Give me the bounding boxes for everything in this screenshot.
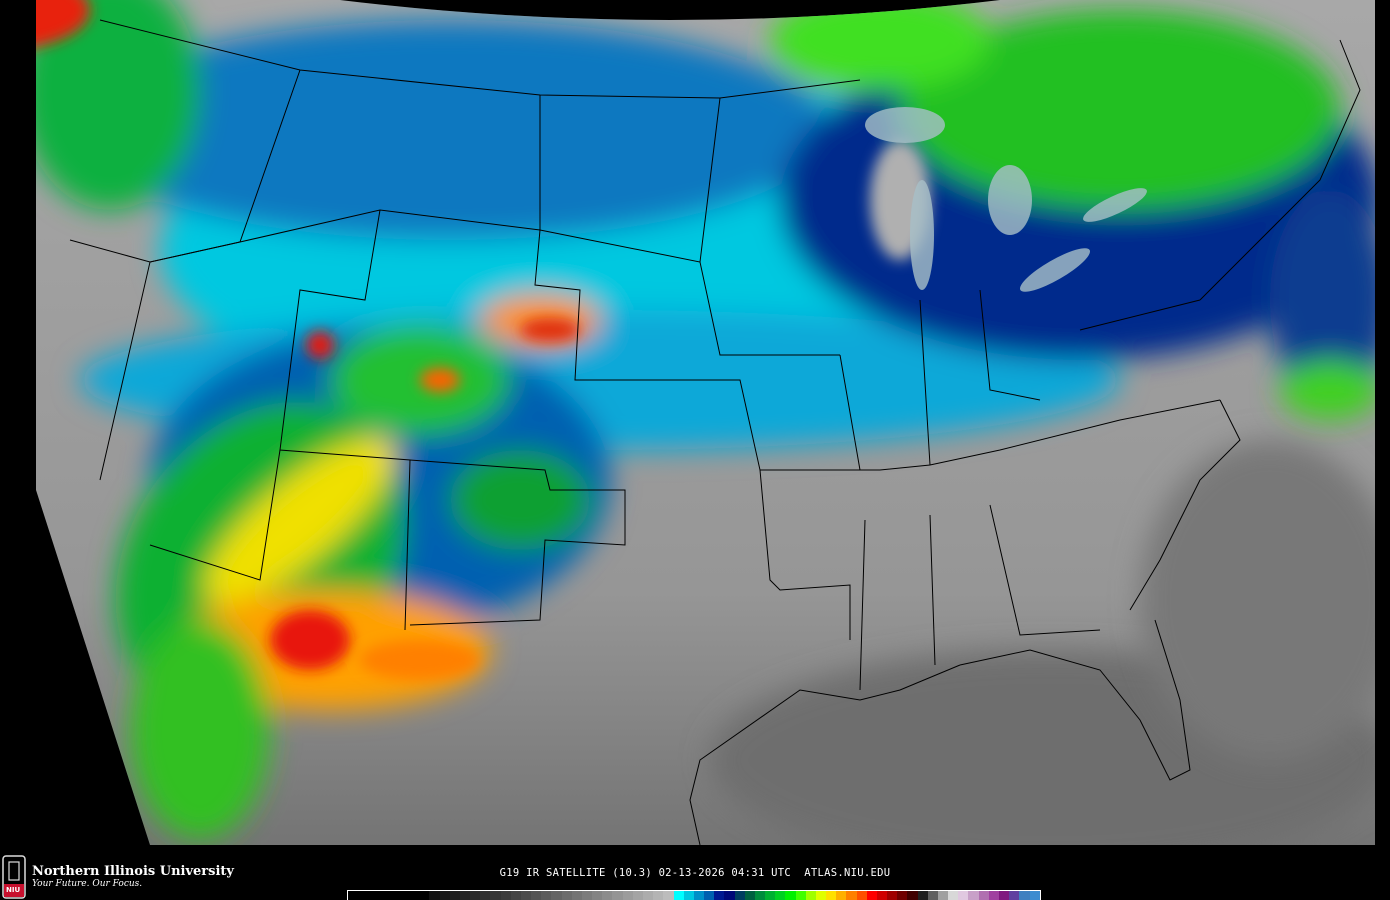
- niu-logo-emblem: [2, 855, 26, 899]
- colorbar-swatch: [815, 891, 827, 900]
- date-label: 02-13-2026: [658, 867, 725, 879]
- colorbar-swatch: [561, 891, 572, 900]
- colorbar-swatch: [785, 891, 796, 900]
- colorbar-swatch: [510, 891, 521, 900]
- satellite-label: G19 IR SATELLITE (10.3): [499, 867, 652, 879]
- colorbar-swatch: [683, 891, 694, 900]
- colorbar-swatch: [663, 891, 674, 900]
- colorbar-swatch: [826, 891, 837, 900]
- colorbar-swatch: [856, 891, 867, 900]
- colorbar-swatch: [368, 891, 379, 900]
- colorbar-swatch: [592, 891, 603, 900]
- niu-logo: NIU Northern Illinois University Your Fu…: [2, 856, 234, 898]
- colorbar-swatch: [937, 891, 949, 900]
- colorbar-swatch: [693, 891, 705, 900]
- colorbar-swatch: [551, 891, 562, 900]
- colorbar-swatch: [531, 891, 542, 900]
- colorbar-swatch: [948, 891, 959, 900]
- colorbar-swatch: [632, 891, 643, 900]
- colorbar-swatch: [876, 891, 888, 900]
- colorbar-swatch: [642, 891, 654, 900]
- colorbar-swatch: [958, 891, 969, 900]
- colorbar-swatch: [805, 891, 816, 900]
- colorbar-swatch: [490, 891, 501, 900]
- colorbar-swatch: [775, 891, 786, 900]
- colorbar-swatch: [927, 891, 938, 900]
- colorbar-swatch: [978, 891, 989, 900]
- colorbar-swatch: [378, 891, 389, 900]
- colorbar-swatch: [439, 891, 450, 900]
- colorbar-swatch: [897, 891, 908, 900]
- colorbar-swatch: [846, 891, 857, 900]
- colorbar-swatch: [459, 891, 471, 900]
- image-caption: G19 IR SATELLITE (10.3) 02-13-2026 04:31…: [340, 867, 1050, 879]
- colorbar-swatch: [795, 891, 806, 900]
- university-tagline: Your Future. Our Focus.: [32, 879, 143, 889]
- colorbar-swatch: [612, 891, 623, 900]
- colorbar-swatch: [744, 891, 755, 900]
- colorbar-swatch: [480, 891, 491, 900]
- colorbar-swatch: [714, 891, 725, 900]
- colorbar-swatch: [622, 891, 633, 900]
- colorbar-swatch: [358, 891, 369, 900]
- colorbar-swatch: [541, 891, 552, 900]
- colorbar-swatch: [602, 891, 613, 900]
- colorbar-swatch: [734, 891, 745, 900]
- colorbar-swatch: [571, 891, 582, 900]
- time-label: 04:31 UTC: [731, 867, 791, 879]
- colorbar-swatch: [500, 891, 511, 900]
- colorbar-swatch: [398, 891, 410, 900]
- colorbar-swatch: [449, 891, 460, 900]
- site-label: ATLAS.NIU.EDU: [804, 867, 891, 879]
- university-name: Northern Illinois University: [32, 864, 234, 879]
- temperature-colorbar: [347, 890, 1041, 900]
- state-borders: [69, 19, 1361, 845]
- colorbar-swatch: [1019, 891, 1030, 900]
- colorbar-swatch: [1009, 891, 1020, 900]
- colorbar-swatch: [520, 891, 532, 900]
- colorbar-swatch: [388, 891, 399, 900]
- colorbar-swatch: [724, 891, 735, 900]
- storm-cores: [36, 0, 930, 680]
- colorbar-swatch: [754, 891, 766, 900]
- colorbar-swatch: [887, 891, 898, 900]
- colorbar-swatch: [653, 891, 664, 900]
- colorbar-swatch: [866, 891, 877, 900]
- colorbar-swatch: [1029, 891, 1040, 900]
- colorbar-swatch: [581, 891, 593, 900]
- niu-badge-text: NIU: [6, 886, 21, 894]
- imagery: [36, 0, 1375, 845]
- colorbar-swatch: [999, 891, 1010, 900]
- colorbar-swatch: [348, 891, 359, 900]
- colorbar-swatch: [429, 891, 440, 900]
- colorbar-swatch: [836, 891, 847, 900]
- colorbar-swatch: [907, 891, 918, 900]
- colorbar-swatch: [765, 891, 776, 900]
- colorbar-swatch: [419, 891, 430, 900]
- niu-badge: NIU: [2, 856, 32, 898]
- colorbar-swatch: [917, 891, 928, 900]
- colorbar-swatch: [988, 891, 999, 900]
- great-lakes: [865, 107, 1147, 292]
- colorbar-swatch: [470, 891, 481, 900]
- colorbar-swatch: [673, 891, 684, 900]
- colorbar-swatch: [704, 891, 715, 900]
- colorbar-swatch: [968, 891, 979, 900]
- colorbar-swatch: [409, 891, 420, 900]
